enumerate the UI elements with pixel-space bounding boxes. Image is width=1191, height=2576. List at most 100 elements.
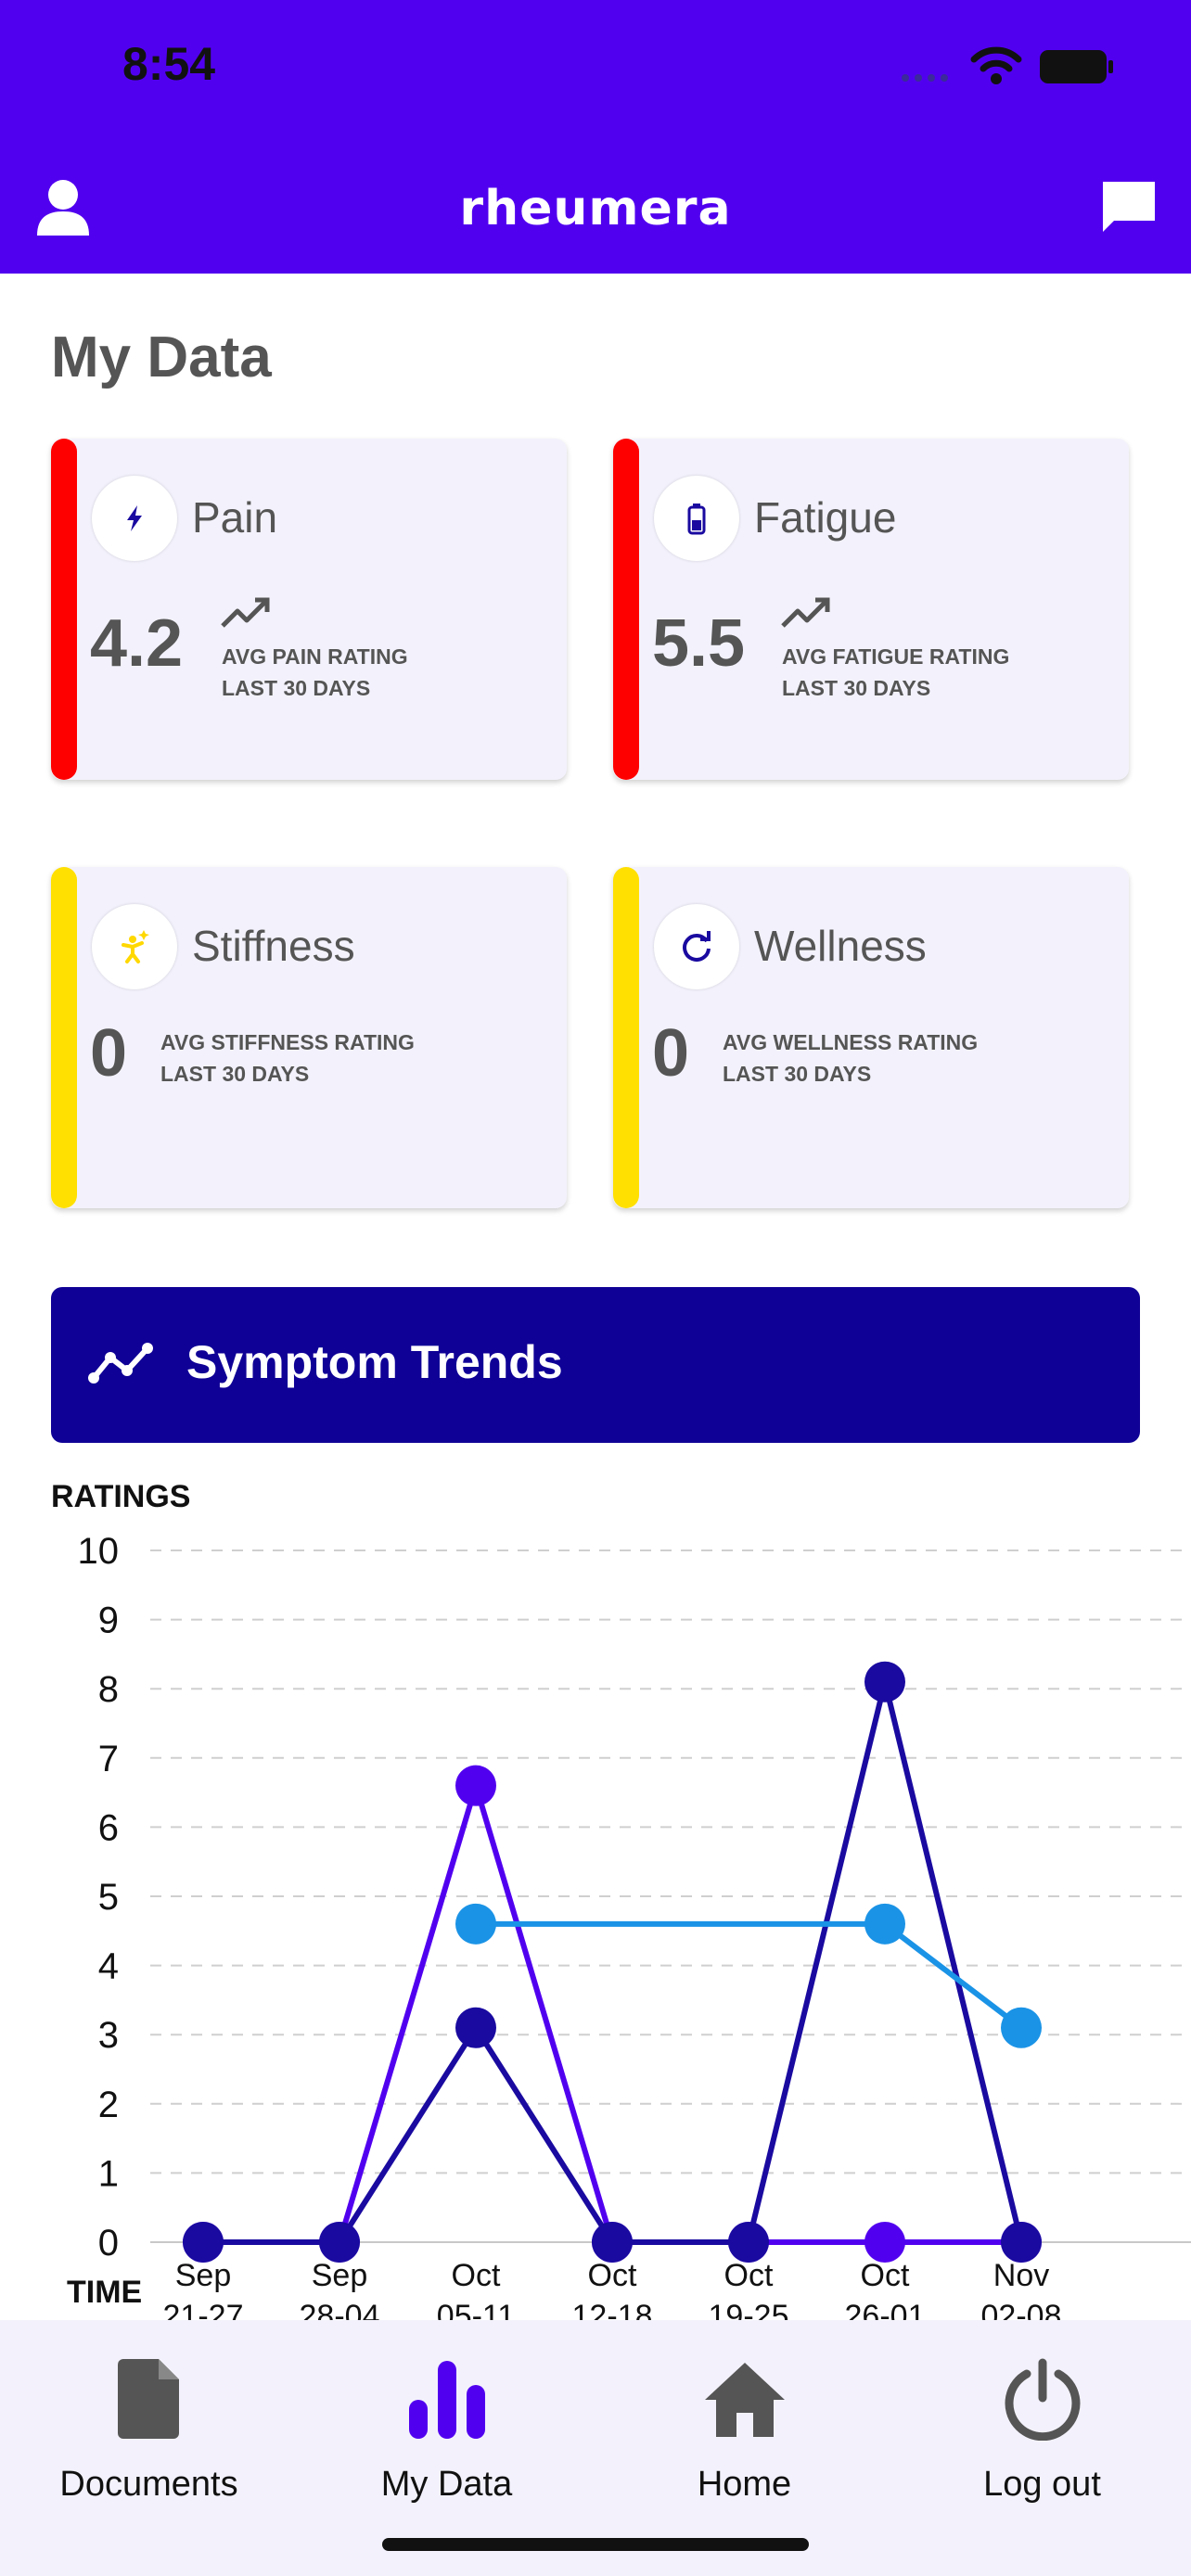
trend-line-icon bbox=[88, 1343, 153, 1384]
data-point bbox=[728, 2222, 769, 2263]
y-tick-label: 8 bbox=[98, 1669, 119, 1710]
wellness-avg-value: 0 bbox=[652, 1016, 690, 1090]
pain-icon-badge bbox=[92, 476, 177, 561]
trending-up-icon bbox=[781, 597, 830, 628]
series-line bbox=[476, 1920, 1023, 2031]
battery-status-icon bbox=[1040, 50, 1113, 83]
data-point bbox=[592, 2222, 633, 2263]
stiffness-severity-stripe bbox=[51, 867, 77, 1208]
chart-x-axis-label: TIME bbox=[67, 2275, 143, 2310]
tab-bar: Documents My Data Home Log out bbox=[0, 2320, 1191, 2576]
status-time: 8:54 bbox=[122, 38, 216, 90]
series-line bbox=[203, 1678, 1024, 2245]
fatigue-card-title: Fatigue bbox=[754, 493, 897, 542]
stiffness-avg-label: AVG STIFFNESS RATING bbox=[160, 1030, 415, 1054]
y-tick-label: 4 bbox=[98, 1946, 119, 1987]
x-tick-label: 19-25 bbox=[709, 2299, 789, 2320]
bar-chart-icon bbox=[408, 2361, 485, 2439]
fatigue-avg-value: 5.5 bbox=[652, 606, 746, 681]
battery-icon bbox=[687, 504, 706, 535]
x-tick-label: 02-08 bbox=[981, 2299, 1062, 2320]
data-point bbox=[455, 1903, 496, 1945]
y-tick-label: 1 bbox=[98, 2153, 119, 2194]
data-point bbox=[455, 1765, 496, 1806]
y-tick-label: 0 bbox=[98, 2223, 119, 2264]
status-bar: 8:54 bbox=[0, 0, 1191, 130]
x-tick-label: Oct bbox=[861, 2258, 910, 2293]
x-tick-label: Nov bbox=[993, 2258, 1049, 2293]
cellular-signal-icon bbox=[902, 74, 948, 82]
fatigue-card[interactable]: Fatigue 5.5 AVG FATIGUE RATING LAST 30 D… bbox=[613, 439, 1129, 780]
x-tick-label: Sep bbox=[175, 2258, 232, 2293]
y-tick-label: 3 bbox=[98, 2015, 119, 2056]
app-header: rheumera bbox=[0, 130, 1191, 274]
pain-card[interactable]: Pain 4.2 AVG PAIN RATING LAST 30 DAYS bbox=[51, 439, 567, 780]
stiffness-icon-badge bbox=[92, 904, 177, 989]
stiffness-avg-value: 0 bbox=[90, 1016, 128, 1090]
wellness-period-label: LAST 30 DAYS bbox=[723, 1062, 872, 1086]
x-tick-label: Sep bbox=[312, 2258, 368, 2293]
x-tick-label: 12-18 bbox=[572, 2299, 653, 2320]
tab-home[interactable]: Home bbox=[596, 2320, 893, 2506]
y-tick-label: 2 bbox=[98, 2085, 119, 2125]
symptom-trends-title: Symptom Trends bbox=[186, 1336, 563, 1388]
tab-my-data-label: My Data bbox=[380, 2465, 513, 2504]
x-tick-label: 28-04 bbox=[300, 2299, 380, 2320]
fatigue-icon-badge bbox=[654, 476, 739, 561]
data-point bbox=[864, 1903, 905, 1945]
data-point bbox=[319, 2222, 360, 2263]
pain-avg-value: 4.2 bbox=[90, 606, 184, 681]
trending-up-icon bbox=[221, 597, 270, 628]
wellness-severity-stripe bbox=[613, 867, 639, 1208]
profile-icon[interactable] bbox=[35, 178, 91, 237]
wellness-card-title: Wellness bbox=[754, 922, 927, 970]
wellness-avg-label: AVG WELLNESS RATING bbox=[723, 1030, 979, 1054]
data-point bbox=[455, 2007, 496, 2048]
y-tick-label: 6 bbox=[98, 1807, 119, 1848]
wellness-icon-badge bbox=[654, 904, 739, 989]
tab-home-label: Home bbox=[697, 2465, 792, 2504]
pain-avg-label: AVG PAIN RATING bbox=[222, 644, 408, 669]
y-tick-label: 5 bbox=[98, 1877, 119, 1918]
bolt-icon bbox=[127, 505, 142, 531]
fatigue-avg-label: AVG FATIGUE RATING bbox=[782, 644, 1010, 669]
power-icon bbox=[1005, 2358, 1080, 2441]
app-logo-title: rheumera bbox=[459, 181, 732, 236]
document-icon bbox=[117, 2359, 179, 2439]
data-point bbox=[1001, 2007, 1042, 2048]
x-tick-label: Oct bbox=[452, 2258, 501, 2293]
fatigue-period-label: LAST 30 DAYS bbox=[782, 676, 931, 700]
tab-log-out-label: Log out bbox=[983, 2465, 1101, 2504]
stiffness-card[interactable]: Stiffness 0 AVG STIFFNESS RATING LAST 30… bbox=[51, 867, 567, 1208]
stiffness-period-label: LAST 30 DAYS bbox=[160, 1062, 310, 1086]
stiffness-card-title: Stiffness bbox=[192, 922, 355, 970]
wifi-icon bbox=[970, 46, 1022, 84]
pain-period-label: LAST 30 DAYS bbox=[222, 676, 371, 700]
chart-y-axis-label: RATINGS bbox=[51, 1479, 191, 1514]
home-icon bbox=[704, 2363, 785, 2437]
data-point bbox=[864, 1661, 905, 1702]
page-title: My Data bbox=[51, 325, 272, 389]
y-tick-label: 7 bbox=[98, 1739, 119, 1779]
tab-my-data[interactable]: My Data bbox=[298, 2320, 596, 2506]
chat-icon[interactable] bbox=[1099, 178, 1159, 236]
stiffness-person-icon bbox=[122, 930, 149, 963]
fatigue-severity-stripe bbox=[613, 439, 639, 780]
symptom-trends-chart: 0 1 2 3 4 5 6 7 8 9 10 Sep 21-27 Sep 28-04 Oct 05-11 Oct 1… bbox=[78, 1531, 1191, 2320]
wellness-card[interactable]: Wellness 0 AVG WELLNESS RATING LAST 30 D… bbox=[613, 867, 1129, 1208]
symptom-trends-header[interactable]: Symptom Trends bbox=[51, 1287, 1140, 1443]
x-tick-label: Oct bbox=[724, 2258, 774, 2293]
data-point bbox=[864, 2222, 905, 2263]
pain-severity-stripe bbox=[51, 439, 77, 780]
y-tick-label: 10 bbox=[78, 1531, 120, 1572]
data-point bbox=[183, 2222, 224, 2263]
x-tick-label: 21-27 bbox=[163, 2299, 244, 2320]
tab-documents[interactable]: Documents bbox=[0, 2320, 298, 2506]
refresh-icon bbox=[683, 931, 711, 962]
y-tick-label: 9 bbox=[98, 1600, 119, 1641]
home-indicator bbox=[382, 2538, 809, 2551]
tab-log-out[interactable]: Log out bbox=[893, 2320, 1191, 2506]
x-tick-label: 05-11 bbox=[437, 2299, 515, 2320]
tab-documents-label: Documents bbox=[59, 2465, 238, 2504]
x-tick-label: 26-01 bbox=[845, 2299, 926, 2320]
